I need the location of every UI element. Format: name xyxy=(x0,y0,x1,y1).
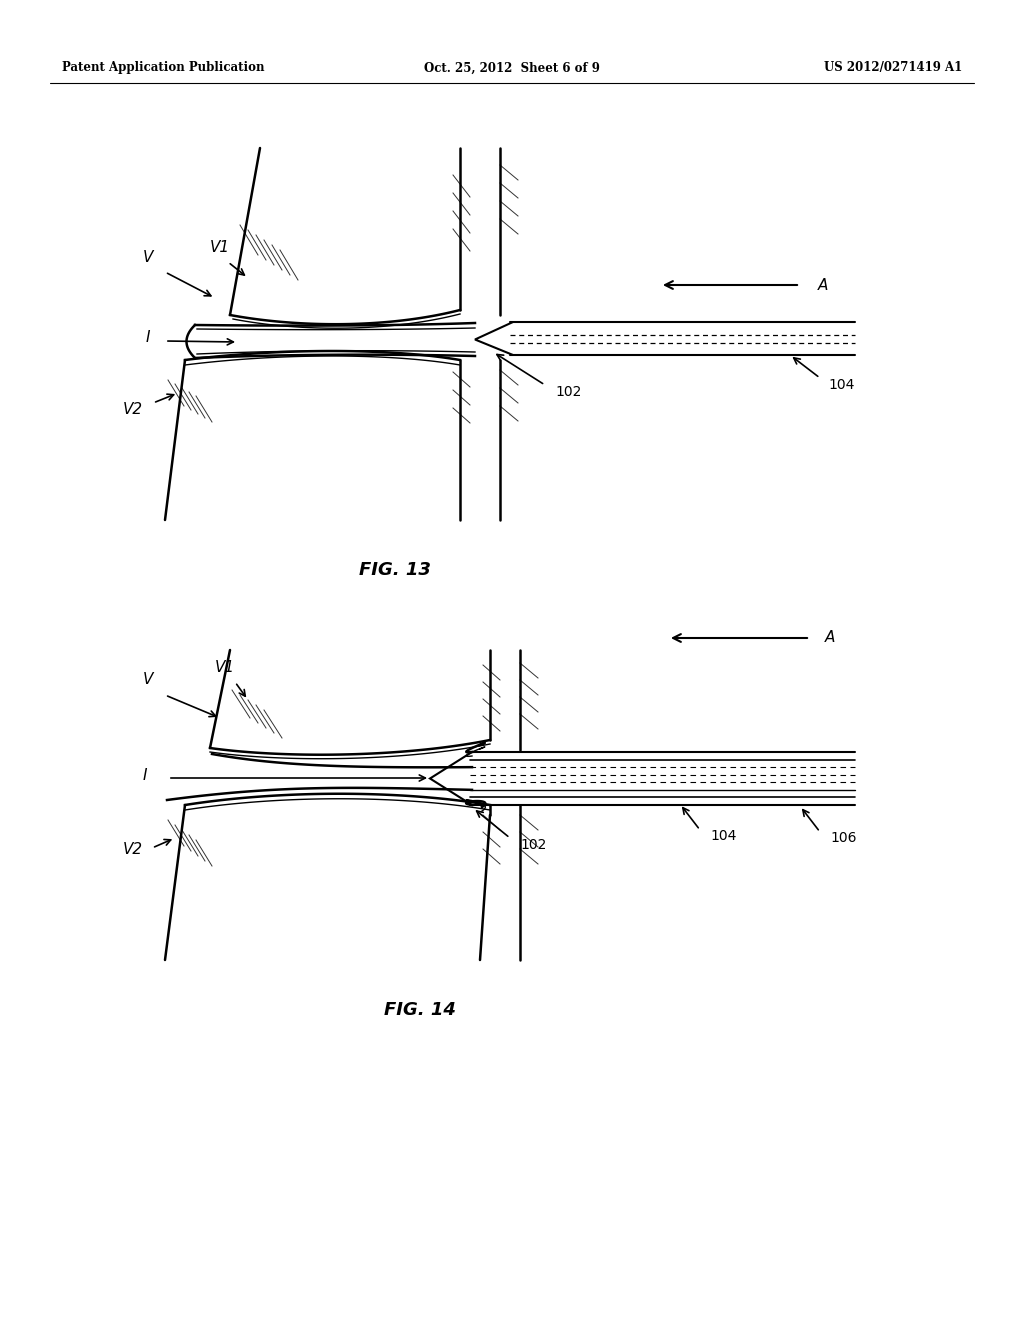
Text: V: V xyxy=(142,672,154,688)
Text: FIG. 13: FIG. 13 xyxy=(359,561,431,579)
Text: 104: 104 xyxy=(710,829,736,843)
Text: 104: 104 xyxy=(828,378,854,392)
Text: I: I xyxy=(145,330,151,346)
Text: A: A xyxy=(825,631,836,645)
Text: FIG. 14: FIG. 14 xyxy=(384,1001,456,1019)
Text: A: A xyxy=(818,277,828,293)
Text: V2: V2 xyxy=(123,403,143,417)
Text: V: V xyxy=(142,251,154,265)
Text: 106: 106 xyxy=(830,832,856,845)
Text: Patent Application Publication: Patent Application Publication xyxy=(62,62,264,74)
Text: V1: V1 xyxy=(215,660,236,676)
Text: US 2012/0271419 A1: US 2012/0271419 A1 xyxy=(823,62,962,74)
Text: Oct. 25, 2012  Sheet 6 of 9: Oct. 25, 2012 Sheet 6 of 9 xyxy=(424,62,600,74)
Text: I: I xyxy=(142,767,147,783)
Text: V1: V1 xyxy=(210,240,230,256)
Text: 102: 102 xyxy=(520,838,547,851)
Text: V2: V2 xyxy=(123,842,143,858)
Text: 102: 102 xyxy=(555,385,582,399)
